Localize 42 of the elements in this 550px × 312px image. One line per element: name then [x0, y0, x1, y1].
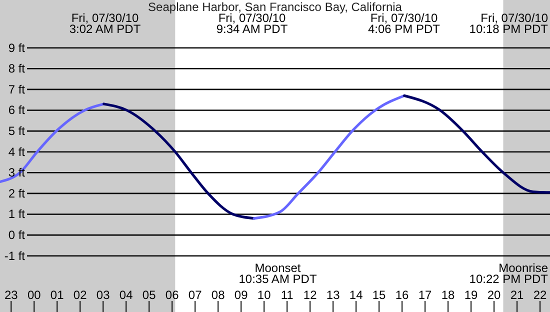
x-tick-label: 06	[165, 288, 180, 302]
y-tick-label: 5 ft	[8, 124, 26, 138]
x-tick-label: 09	[234, 288, 248, 302]
chart-title: Seaplane Harbor, San Francisco Bay, California	[148, 0, 402, 14]
annotation: Fri, 07/30/10 4:06 PM PDT	[368, 11, 441, 36]
x-tick-label: 05	[142, 288, 156, 302]
x-tick-label: 20	[487, 288, 502, 302]
y-tick-label: 9 ft	[8, 40, 26, 55]
x-tick-label: 18	[441, 288, 456, 302]
x-tick-label: 16	[395, 288, 410, 302]
x-tick-label: 02	[73, 288, 88, 302]
annotation: Fri, 07/30/10 10:18 PM PDT	[469, 11, 549, 36]
annotation: Fri, 07/30/10 9:34 AM PDT	[216, 11, 288, 36]
x-tick-label: 15	[372, 288, 386, 302]
y-tick-label: 8 ft	[8, 62, 26, 76]
y-tick-label: 7 ft	[8, 82, 26, 96]
x-tick-label: 03	[96, 288, 110, 302]
y-tick-label: 6 ft	[8, 103, 26, 118]
x-tick-label: 12	[303, 288, 318, 302]
y-tick-label: 1 ft	[8, 207, 26, 222]
annotation: Moonrise 10:22 PM PDT	[469, 261, 549, 286]
annotation: Fri, 07/30/10 3:02 AM PDT	[69, 11, 142, 36]
x-tick-label: 13	[326, 288, 340, 302]
x-tick-label: 11	[280, 288, 294, 302]
x-tick-label: 08	[211, 288, 226, 302]
y-tick-label: 0 ft	[8, 228, 26, 242]
x-tick-label: 07	[188, 288, 202, 302]
x-tick-label: 01	[50, 288, 64, 302]
y-tick-label: 3 ft	[8, 166, 26, 180]
y-tick-label: -1 ft	[4, 248, 26, 263]
annotation: Moonset 10:35 AM PDT	[238, 261, 318, 286]
x-tick-label: 04	[119, 288, 134, 302]
x-tick-label: 14	[349, 288, 364, 302]
y-tick-label: 4 ft	[8, 144, 26, 159]
x-tick-label: 21	[510, 288, 524, 302]
x-tick-label: 22	[533, 288, 548, 302]
y-tick-label: 2 ft	[8, 186, 26, 200]
x-tick-label: 23	[4, 288, 18, 302]
x-tick-label: 00	[27, 288, 42, 302]
x-tick-label: 19	[464, 288, 478, 302]
x-tick-label: 10	[257, 288, 272, 302]
x-tick-label: 17	[418, 288, 432, 302]
